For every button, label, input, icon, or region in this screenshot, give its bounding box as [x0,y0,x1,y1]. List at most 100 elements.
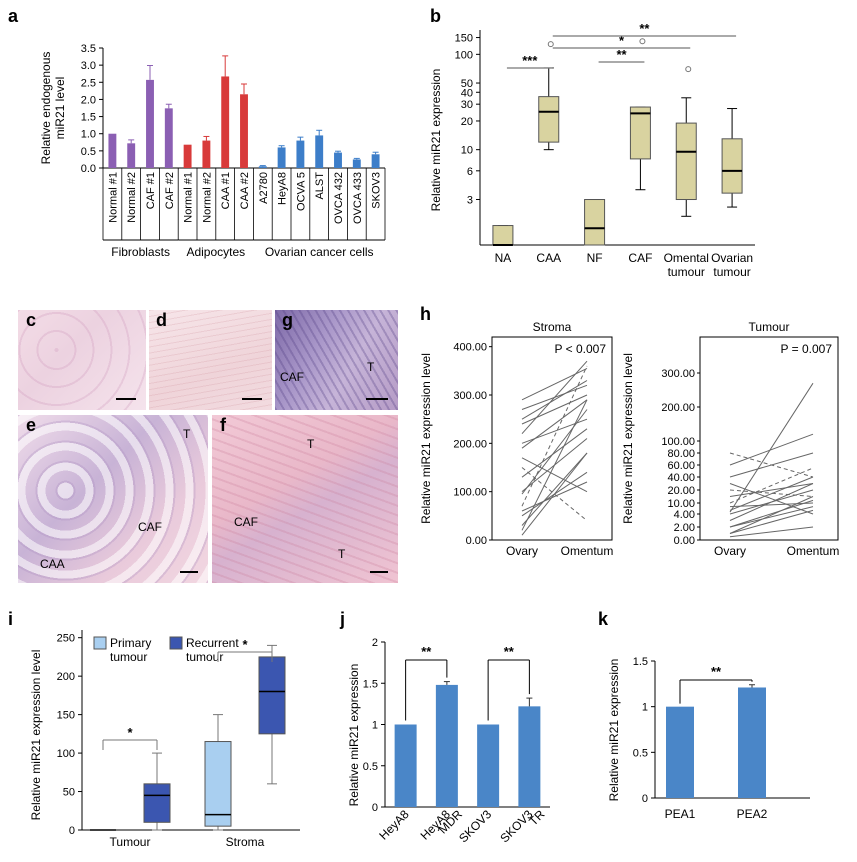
k-ytick-label: 0.5 [633,747,648,759]
b-category-label: CAA [536,251,561,265]
b-box [584,199,606,246]
b-sig-label: *** [522,53,538,68]
b-ytick-label: 20 [461,116,473,128]
j-sig-label: ** [504,644,515,659]
panel-letter-f: f [220,415,226,435]
a-group-label: Fibroblasts [111,245,170,259]
a-category-label: OVCA 433 [352,172,364,224]
a-bar [258,166,267,168]
h-stroma-ytick-label: 300.00 [453,390,487,402]
micrograph-c-texture [18,310,146,410]
b-box [721,138,743,194]
a-category-label: Normal #1 [107,172,119,223]
b-ytick-label: 6 [467,166,473,178]
a-bar [146,79,154,168]
j-ytick-label: 0 [372,802,378,814]
i-category-label: Tumour [110,835,151,849]
b-outlier [639,38,646,45]
micrograph-e: T CAF CAA [18,415,208,583]
a-category-label: CAF #2 [164,172,176,209]
micrograph-d-texture [149,310,272,410]
scale-bar [370,571,388,573]
h-tumour-pair-line [729,382,814,513]
a-bar [221,76,230,168]
h-stroma-pair-line [521,452,588,526]
panel-letter-h: h [420,304,431,324]
j-bar [477,724,500,807]
h-stroma-ytick-label: 0.00 [466,535,487,547]
h-tumour-title: Tumour [749,320,790,334]
h-tumour-pair-line [729,509,814,534]
h-stroma-ytick-label: 200.00 [453,438,487,450]
i-category-label: Stroma [226,835,265,849]
a-category-label: SKOV3 [371,172,383,209]
i-legend-label: tumour [110,650,147,664]
panel-letter-i: i [8,609,13,629]
i-legend-swatch [93,636,107,650]
a-ytick-label: 1.0 [81,129,96,141]
j-bar [394,724,417,807]
b-category-label: tumour [668,265,705,279]
a-bar [127,143,136,168]
panel-letter-e: e [26,415,37,435]
a-bar [315,135,324,168]
h-stroma-pair-line [521,418,588,444]
k-ytick-label: 1.5 [633,656,648,668]
k-ylabel: Relative miR21 expression [607,659,621,802]
b-category-label: tumour [713,265,750,279]
i-ytick-label: 200 [57,671,75,683]
label-t-f-top: T [307,437,315,451]
b-ytick-label: 50 [461,78,473,90]
micrograph-f: T CAF T [212,415,398,583]
a-category-label: OCVA 5 [295,172,307,211]
h-tumour-pair-line [729,483,814,515]
b-category-label: CAF [628,251,652,265]
j-category-label: TR [526,807,547,828]
h-tumour-ytick-label: 60.00 [667,460,695,472]
a-bar [296,140,305,168]
h-tumour-ytick-label: 2.00 [674,522,695,534]
a-ytick-label: 2.0 [81,94,96,106]
panel-letter-g: g [282,310,293,330]
a-ytick-label: 2.5 [81,77,96,89]
a-ytick-label: 3.0 [81,60,96,72]
label-caf-f: CAF [234,515,258,529]
h-tumour-pair-line [729,526,814,538]
h-tumour-ytick-label: 100.00 [661,436,695,448]
b-sig-label: * [619,33,625,48]
h-tumour-pair-line [729,476,814,511]
h-tumour-category-label: Ovary [714,544,746,558]
a-bar [108,133,117,168]
i-ytick-label: 250 [57,633,75,645]
panel-letter-d: d [156,310,167,330]
b-ylabel: Relative miR21 expression [429,69,443,212]
b-ytick-label: 40 [461,87,473,99]
b-category-label: Ovarian [711,251,753,265]
i-ytick-label: 100 [57,748,75,760]
label-t-e: T [183,427,191,441]
a-ytick-label: 3.5 [81,43,96,55]
h-stroma-pair-line [521,367,588,401]
b-box [675,122,697,201]
j-ylabel: Relative miR21 expression [347,664,361,807]
a-bar [334,152,342,168]
h-stroma-pvalue: P < 0.007 [555,342,607,356]
h-tumour-ytick-label: 10.00 [667,498,695,510]
scale-bar [366,398,388,400]
i-ytick-label: 150 [57,710,75,722]
micrograph-e-texture [18,415,208,583]
h-tumour-frame [699,336,839,541]
h-stroma-ytick-label: 400.00 [453,342,487,354]
a-ytick-label: 0.0 [81,163,96,175]
b-outlier [685,66,692,73]
micrograph-d [149,310,272,410]
h-stroma-category-label: Ovary [506,544,538,558]
a-bar [164,108,173,168]
panel-letter-j: j [339,609,345,629]
b-box [492,225,514,246]
a-bar [183,144,192,168]
a-bar [277,147,286,168]
i-sig-label: * [127,725,133,740]
b-category-label: NA [495,251,512,265]
